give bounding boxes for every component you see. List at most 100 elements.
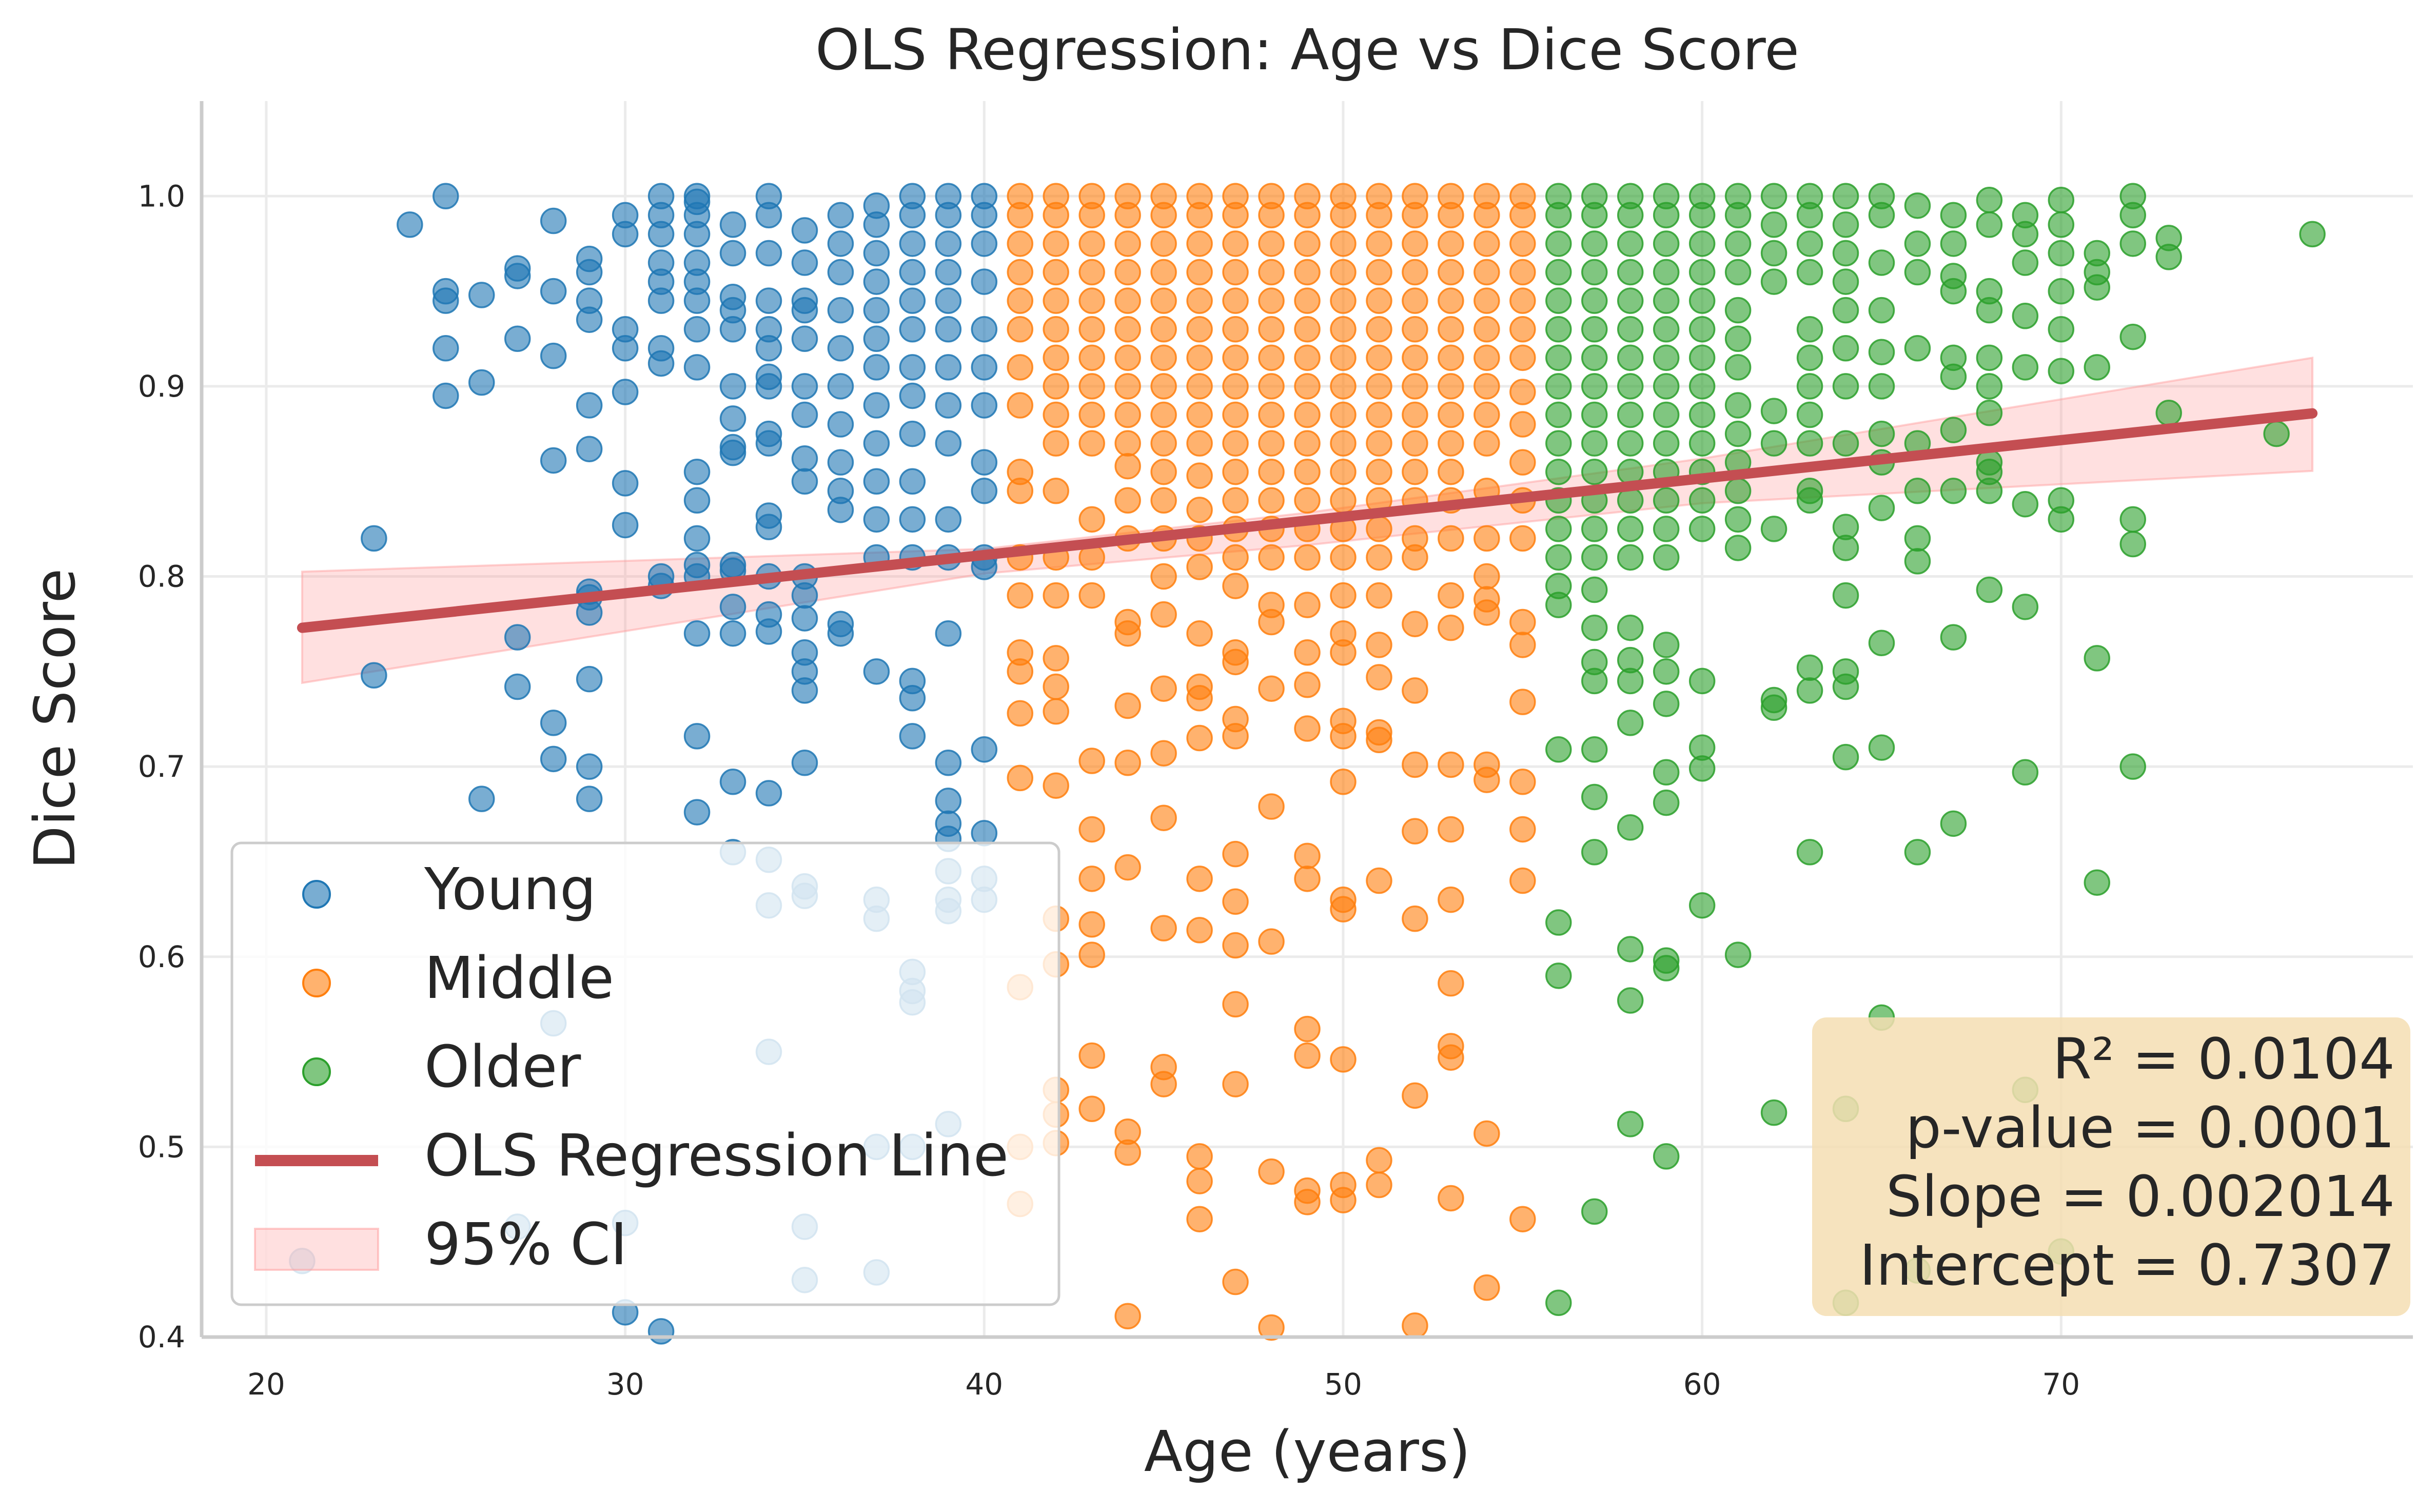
point-middle <box>1186 1143 1213 1170</box>
point-middle <box>1294 842 1321 870</box>
point-older <box>1760 398 1787 424</box>
point-middle <box>1150 316 1177 343</box>
point-middle <box>1330 230 1357 257</box>
point-older <box>1796 654 1823 681</box>
legend-box <box>230 841 1060 1306</box>
point-older <box>1868 373 1895 400</box>
point-older <box>1617 373 1644 400</box>
point-middle <box>1402 905 1428 932</box>
x-tick-label: 30 <box>606 1367 644 1402</box>
point-middle <box>1402 259 1428 286</box>
point-older <box>2119 202 2147 229</box>
point-middle <box>1402 373 1428 400</box>
point-older <box>1832 211 1859 238</box>
point-middle <box>1043 230 1069 257</box>
point-young <box>971 449 998 476</box>
point-middle <box>1294 230 1321 257</box>
point-middle <box>1222 373 1249 400</box>
point-young <box>612 335 639 362</box>
point-middle <box>1294 316 1321 343</box>
point-older <box>1724 420 1752 447</box>
point-older <box>1832 268 1859 295</box>
point-older <box>1904 230 1931 257</box>
point-older <box>1868 339 1895 365</box>
point-middle <box>1078 287 1105 314</box>
point-older <box>1832 582 1859 609</box>
point-older <box>1688 755 1716 782</box>
point-middle <box>1509 608 1536 636</box>
legend-label-ci: 95% CI <box>424 1211 627 1278</box>
stats-slope: Slope = 0.002014 <box>1886 1164 2395 1229</box>
point-middle <box>1186 462 1213 489</box>
point-young <box>827 497 854 523</box>
point-older <box>1940 230 1967 257</box>
point-young <box>576 259 603 286</box>
point-middle <box>1043 582 1069 609</box>
point-middle <box>1438 614 1464 641</box>
point-middle <box>1114 854 1141 881</box>
point-older <box>1724 259 1752 286</box>
point-older <box>1796 677 1823 704</box>
point-middle <box>1294 1015 1321 1043</box>
point-middle <box>1366 430 1392 457</box>
point-young <box>719 620 746 647</box>
y-tick-labels: 0.4 0.5 0.6 0.7 0.8 0.9 1.0 <box>138 179 185 1354</box>
point-older <box>1724 297 1752 324</box>
point-older <box>1581 783 1608 811</box>
point-older <box>1653 1143 1680 1170</box>
point-middle <box>1366 202 1392 229</box>
point-older <box>1976 344 2003 371</box>
point-middle <box>1222 932 1249 959</box>
point-older <box>1940 810 1967 837</box>
point-middle <box>1330 259 1357 286</box>
x-tick-label: 50 <box>1324 1367 1362 1402</box>
point-middle <box>1402 1312 1428 1339</box>
y-tick-label: 0.7 <box>138 749 185 784</box>
point-middle <box>1330 344 1357 371</box>
point-middle <box>1078 259 1105 286</box>
point-middle <box>1007 287 1034 314</box>
point-older <box>1796 430 1823 457</box>
point-middle <box>1330 287 1357 314</box>
point-older <box>1724 354 1752 381</box>
point-middle <box>1150 804 1177 831</box>
point-older <box>1760 516 1787 542</box>
legend-label-line: OLS Regression Line <box>424 1123 1009 1189</box>
point-older <box>1976 373 2003 400</box>
point-middle <box>1294 639 1321 666</box>
point-middle <box>1509 202 1536 229</box>
point-middle <box>1043 373 1069 400</box>
point-young <box>971 230 998 257</box>
point-young <box>504 624 531 651</box>
point-middle <box>1258 1158 1285 1185</box>
point-middle <box>1186 684 1213 712</box>
point-older <box>1617 1111 1644 1137</box>
point-older <box>1832 430 1859 457</box>
point-middle <box>1366 458 1392 485</box>
legend-label-older: Older <box>424 1034 581 1101</box>
point-middle <box>1294 202 1321 229</box>
point-young <box>683 221 711 248</box>
point-middle <box>1007 230 1034 257</box>
point-older <box>1581 401 1608 428</box>
point-middle <box>1366 632 1392 658</box>
point-middle <box>1509 379 1536 405</box>
point-middle <box>1438 259 1464 286</box>
point-middle <box>1474 259 1500 286</box>
point-middle <box>1366 1171 1392 1199</box>
point-older <box>1545 592 1572 618</box>
point-middle <box>1258 1314 1285 1341</box>
point-older <box>1581 516 1608 542</box>
point-older <box>2263 420 2290 447</box>
point-middle <box>1186 917 1213 944</box>
point-older <box>1688 230 1716 257</box>
point-middle <box>1222 287 1249 314</box>
point-middle <box>1222 723 1249 750</box>
point-middle <box>1114 620 1141 647</box>
point-middle <box>1294 401 1321 428</box>
point-older <box>1796 230 1823 257</box>
point-middle <box>1150 401 1177 428</box>
point-young <box>540 342 567 369</box>
point-older <box>1617 202 1644 229</box>
point-middle <box>1474 230 1500 257</box>
